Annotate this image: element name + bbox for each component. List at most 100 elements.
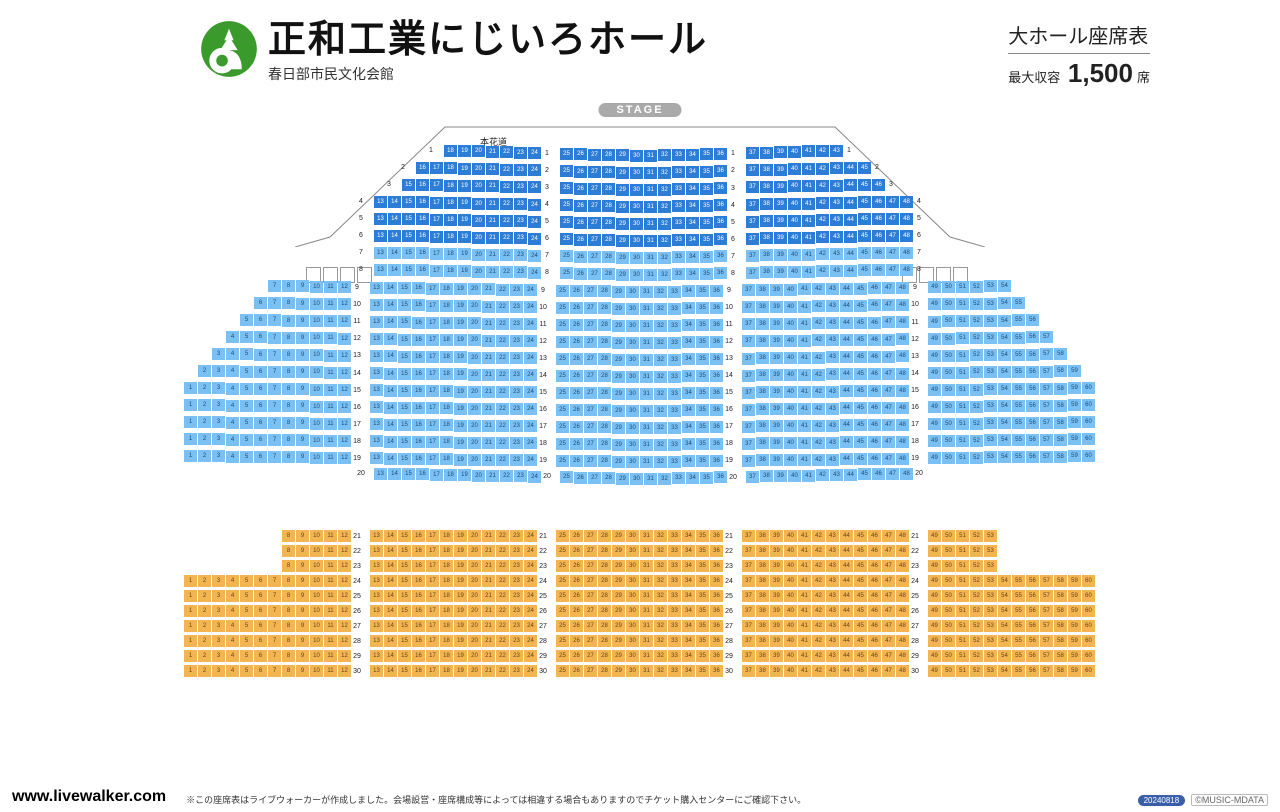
- seat: 49: [928, 316, 941, 328]
- seat: 30: [626, 439, 639, 451]
- seat: 42: [812, 590, 825, 602]
- seat: 48: [896, 282, 909, 294]
- seat: 32: [654, 388, 667, 400]
- seat: 43: [826, 300, 839, 312]
- seat: 19: [454, 590, 467, 602]
- seat: 7: [268, 650, 281, 662]
- seat: 46: [872, 468, 885, 480]
- seat: 51: [956, 435, 969, 447]
- seat: 27: [584, 353, 597, 365]
- row-label: 27: [910, 623, 920, 630]
- row-label: 27: [724, 623, 734, 630]
- seat: 2: [198, 605, 211, 617]
- seat: 32: [658, 167, 671, 179]
- seat: 53: [984, 560, 997, 572]
- seat: 52: [970, 590, 983, 602]
- seat: 8: [282, 349, 295, 361]
- seat: 13: [370, 620, 383, 632]
- seat: 9: [296, 620, 309, 632]
- seat: 34: [682, 353, 695, 365]
- seat: 13: [370, 650, 383, 662]
- seat: 17: [426, 402, 439, 414]
- seat: 17: [430, 197, 443, 209]
- seat: 6: [254, 366, 267, 378]
- seat: 9: [296, 590, 309, 602]
- seat: 60: [1082, 620, 1095, 632]
- seat: 45: [854, 635, 867, 647]
- seat: 54: [998, 297, 1011, 309]
- seat: 40: [784, 335, 797, 347]
- seat: 51: [956, 530, 969, 542]
- seat: 16: [412, 453, 425, 465]
- seat: 9: [296, 349, 309, 361]
- seat: 8: [282, 451, 295, 463]
- seat: 28: [598, 455, 611, 467]
- seat: 59: [1068, 433, 1081, 445]
- seat: 19: [454, 351, 467, 363]
- seat: 21: [486, 249, 499, 261]
- seat-row: 8131415161718192021222324825262728293031…: [356, 269, 924, 281]
- seat: 24: [528, 181, 541, 193]
- seat: 49: [928, 665, 941, 677]
- seat: 42: [816, 469, 829, 481]
- seat: 43: [826, 605, 839, 617]
- seat: 48: [896, 385, 909, 397]
- seat: 18: [440, 650, 453, 662]
- seat: 23: [514, 470, 527, 482]
- seat: 48: [896, 620, 909, 632]
- seat: 39: [774, 198, 787, 210]
- seat: 32: [654, 439, 667, 451]
- seat: 24: [528, 250, 541, 262]
- seat: 41: [798, 420, 811, 432]
- seat: 48: [896, 316, 909, 328]
- main-title: 正和工業にじいろホール: [268, 20, 998, 62]
- seat: 22: [500, 181, 513, 193]
- seat: 22: [496, 635, 509, 647]
- seat: 20: [472, 180, 485, 192]
- seat: 56: [1026, 605, 1039, 617]
- seat: 16: [416, 196, 429, 208]
- seat: 45: [854, 665, 867, 677]
- seat: 38: [760, 232, 773, 244]
- seat: 39: [774, 181, 787, 193]
- seat: 31: [640, 337, 653, 349]
- seat: 26: [570, 353, 583, 365]
- seat: 45: [854, 575, 867, 587]
- row-label: 27: [538, 623, 548, 630]
- seat: 5: [240, 417, 253, 429]
- seat: 46: [868, 299, 881, 311]
- seat: 35: [700, 234, 713, 246]
- seat: 44: [840, 560, 853, 572]
- seat: 54: [998, 451, 1011, 463]
- seat: 33: [668, 388, 681, 400]
- seat: 55: [1012, 349, 1025, 361]
- seat: 20: [468, 560, 481, 572]
- seat: 38: [756, 665, 769, 677]
- seat: 29: [616, 252, 629, 264]
- seat: 9: [296, 560, 309, 572]
- seat: 42: [812, 635, 825, 647]
- seat: 29: [612, 635, 625, 647]
- seat: 56: [1026, 331, 1039, 343]
- seat: 47: [882, 419, 895, 431]
- seat: 43: [826, 620, 839, 632]
- seat: 33: [668, 303, 681, 315]
- seat: 35: [696, 370, 709, 382]
- row-label: 29: [538, 653, 548, 660]
- seat: 21: [482, 352, 495, 364]
- seat: 13: [370, 350, 383, 362]
- seat: 1: [184, 665, 197, 677]
- seat: 21: [482, 283, 495, 295]
- seat: 28: [602, 234, 615, 246]
- seat: 13: [370, 590, 383, 602]
- seat: 4: [226, 575, 239, 587]
- seat: 15: [398, 635, 411, 647]
- seat: 24: [524, 575, 537, 587]
- seat: 30: [630, 167, 643, 179]
- seat: 37: [742, 318, 755, 330]
- seat: 18: [440, 605, 453, 617]
- row-label: 25: [352, 593, 362, 600]
- seat: 52: [970, 650, 983, 662]
- seat: 42: [812, 620, 825, 632]
- seat: 13: [370, 435, 383, 447]
